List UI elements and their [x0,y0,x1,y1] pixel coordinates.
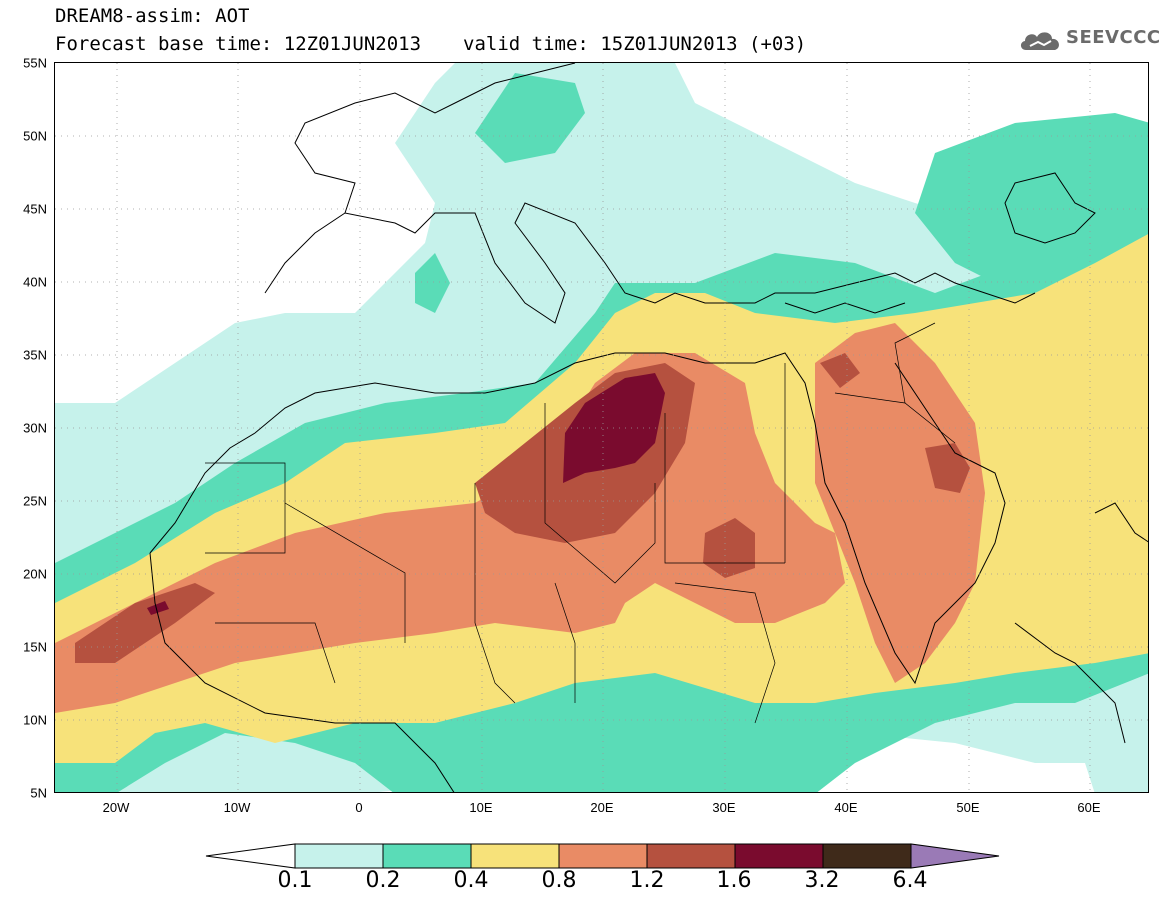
colorbar-segment [734,843,824,869]
seevccc-logo: SEEVCCC [1018,26,1161,56]
colorbar-segment [470,843,560,869]
aot-band-1.2 [75,583,215,663]
lon-label: 10E [469,800,493,815]
colorbar [205,843,1000,869]
aot-field-map [55,63,1148,792]
lat-label: 30N [23,420,47,436]
aot-patch-darkred-senegal [147,601,169,615]
aot-patch-darkorange-iraq [925,443,970,493]
lat-label: 55N [23,55,47,71]
colorbar-segment [205,843,296,869]
aot-patch-darkorange-syria [820,353,860,388]
base-time-label: Forecast base time: 12Z01JUN2013 [55,33,422,55]
valid-time-label: valid time: 15Z01JUN2013 (+03) [463,33,807,55]
lon-label: 0 [355,800,363,815]
lat-label: 15N [23,639,47,655]
aot-patch-teal-med [415,253,450,313]
lon-label: 50E [956,800,980,815]
lat-label: 45N [23,201,47,217]
lon-label: 40E [834,800,858,815]
lat-label: 50N [23,128,47,144]
cloud-icon [1020,32,1059,50]
logo-text: SEEVCCC [1066,27,1161,48]
map-area [54,62,1149,793]
lat-label: 40N [23,274,47,290]
colorbar-label: 0.8 [541,868,577,893]
lon-label: 20E [590,800,614,815]
lat-label: 35N [23,347,47,363]
colorbar-segment [822,843,912,869]
aot-patch-orange-arabia [815,323,985,683]
map-title: DREAM8-assim: AOT [55,5,250,27]
lon-label: 30E [712,800,736,815]
lon-label: 20W [102,800,130,815]
colorbar-segment [382,843,472,869]
colorbar-segment [646,843,736,869]
lon-label: 60E [1077,800,1101,815]
colorbar-label: 0.1 [277,868,313,893]
aot-patch-teal-europe [475,73,585,163]
colorbar-label: 3.2 [804,868,840,893]
colorbar-label: 1.2 [629,868,665,893]
lon-label: 10W [223,800,251,815]
colorbar-label: 1.6 [716,868,752,893]
aot-patch-teal-caspian [915,113,1148,293]
colorbar-label: 0.2 [365,868,401,893]
colorbar-segment [910,843,1000,869]
map-subtitle: Forecast base time: 12Z01JUN2013 valid ti… [55,34,806,54]
colorbar-segment [294,843,384,869]
country-borders [205,322,956,724]
colorbar-segment [558,843,648,869]
colorbar-label: 6.4 [892,868,928,893]
lat-label: 10N [23,712,47,728]
colorbar-label: 0.4 [453,868,489,893]
coastlines [149,63,1148,792]
lat-label: 20N [23,566,47,582]
lat-label: 25N [23,493,47,509]
graticule [55,63,1148,792]
lat-label: 5N [30,785,47,801]
